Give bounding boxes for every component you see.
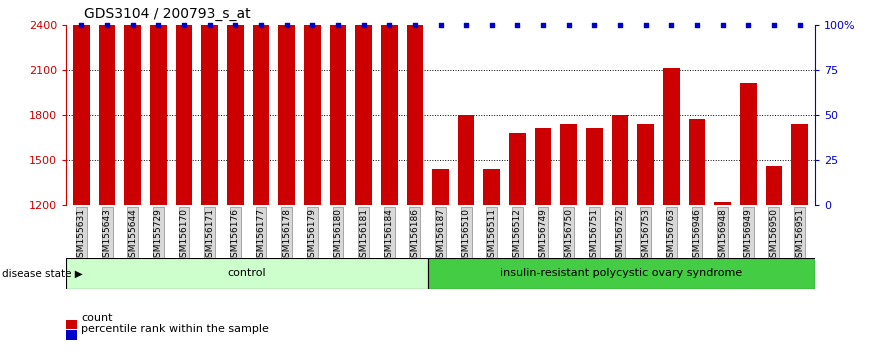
Bar — [99, 0, 115, 205]
Point — [126, 22, 140, 28]
Point — [562, 22, 576, 28]
Bar — [381, 0, 397, 205]
Bar — [637, 124, 654, 205]
Text: percentile rank within the sample: percentile rank within the sample — [81, 324, 269, 333]
Point — [433, 22, 448, 28]
Bar — [124, 0, 141, 205]
Bar — [304, 0, 321, 205]
Point — [664, 22, 678, 28]
Bar — [202, 0, 218, 205]
Point — [715, 22, 729, 28]
Bar — [509, 133, 526, 205]
Point — [228, 22, 242, 28]
Point — [331, 22, 345, 28]
Point — [357, 22, 371, 28]
Bar — [175, 0, 192, 205]
Bar — [355, 0, 372, 205]
Bar — [791, 124, 808, 205]
Bar — [73, 0, 90, 205]
Point — [177, 22, 191, 28]
Bar — [66, 258, 427, 289]
Text: GDS3104 / 200793_s_at: GDS3104 / 200793_s_at — [84, 7, 250, 21]
Point — [766, 22, 781, 28]
Bar — [253, 0, 270, 205]
Point — [203, 22, 217, 28]
Point — [613, 22, 627, 28]
Bar — [227, 0, 244, 205]
Bar — [663, 68, 679, 205]
Bar — [458, 115, 475, 205]
Point — [639, 22, 653, 28]
Text: disease state ▶: disease state ▶ — [2, 268, 83, 279]
Bar — [611, 115, 628, 205]
Bar — [689, 119, 706, 205]
Bar — [433, 169, 448, 205]
Point — [588, 22, 602, 28]
Point — [305, 22, 319, 28]
Point — [741, 22, 755, 28]
Point — [279, 22, 293, 28]
Bar — [740, 82, 757, 205]
Bar — [150, 0, 167, 205]
Point — [382, 22, 396, 28]
Bar — [406, 0, 423, 205]
Bar — [586, 128, 603, 205]
Bar — [714, 202, 731, 205]
Bar — [766, 166, 782, 205]
Text: count: count — [81, 313, 113, 323]
Point — [74, 22, 88, 28]
Text: insulin-resistant polycystic ovary syndrome: insulin-resistant polycystic ovary syndr… — [500, 268, 743, 279]
Point — [152, 22, 166, 28]
Bar — [560, 124, 577, 205]
Point — [690, 22, 704, 28]
Point — [510, 22, 524, 28]
Bar — [278, 0, 295, 205]
Bar — [817, 166, 833, 205]
Point — [536, 22, 550, 28]
Point — [100, 22, 115, 28]
Point — [793, 22, 807, 28]
Point — [408, 22, 422, 28]
Bar — [427, 258, 815, 289]
Point — [254, 22, 268, 28]
Text: control: control — [227, 268, 266, 279]
Point — [485, 22, 499, 28]
Bar — [535, 128, 552, 205]
Bar — [484, 169, 500, 205]
Bar — [329, 0, 346, 205]
Point — [459, 22, 473, 28]
